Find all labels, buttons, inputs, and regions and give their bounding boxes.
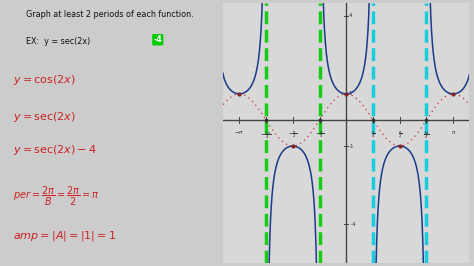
Text: $per = \dfrac{2\pi}{B} = \dfrac{2\pi}{2} = \pi$: $per = \dfrac{2\pi}{B} = \dfrac{2\pi}{2}… <box>13 185 100 208</box>
Text: 4: 4 <box>349 13 352 18</box>
Text: -1: -1 <box>349 144 354 148</box>
Text: $y = \cos(2x)$: $y = \cos(2x)$ <box>13 73 76 87</box>
Text: $\pi$: $\pi$ <box>450 129 456 136</box>
Text: -4: -4 <box>350 222 356 227</box>
Text: $amp = |A| = |1| = 1$: $amp = |A| = |1| = 1$ <box>13 230 117 243</box>
Text: $-\frac{3\pi}{4}$: $-\frac{3\pi}{4}$ <box>260 129 272 141</box>
Text: $\frac{3\pi}{4}$: $\frac{3\pi}{4}$ <box>423 129 430 141</box>
Text: -4: -4 <box>154 35 162 44</box>
Text: $y = \sec(2x)$: $y = \sec(2x)$ <box>13 110 76 123</box>
Text: EX:  y = sec(2x): EX: y = sec(2x) <box>26 36 93 45</box>
Text: $\frac{\pi}{4}$: $\frac{\pi}{4}$ <box>371 129 375 140</box>
Text: $y = \sec(2x) - 4$: $y = \sec(2x) - 4$ <box>13 143 97 157</box>
Text: $-\pi$: $-\pi$ <box>234 129 244 136</box>
Text: Graph at least 2 periods of each function.: Graph at least 2 periods of each functio… <box>26 10 194 19</box>
Text: $-\frac{\pi}{2}$: $-\frac{\pi}{2}$ <box>288 129 297 140</box>
Text: $-\frac{\pi}{4}$: $-\frac{\pi}{4}$ <box>315 129 324 140</box>
Text: 1: 1 <box>349 92 352 96</box>
Text: $\frac{\pi}{2}$: $\frac{\pi}{2}$ <box>398 129 402 140</box>
